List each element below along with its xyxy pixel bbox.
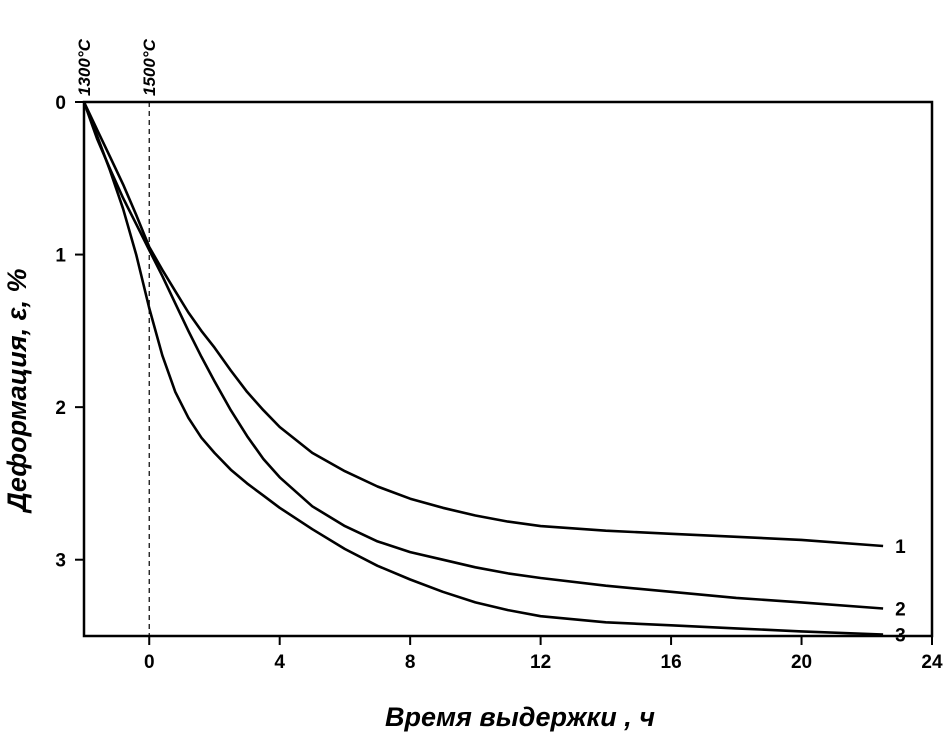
series-label-1: 1 xyxy=(895,537,906,558)
y-tick-label: 1 xyxy=(55,246,66,267)
series-label-3: 3 xyxy=(895,625,906,646)
x-tick-label: 20 xyxy=(791,652,812,673)
series-lines: 1 2 3 xyxy=(82,101,906,646)
temperature-label: 1300°C xyxy=(75,38,94,96)
x-tick-label: 8 xyxy=(405,652,416,673)
y-axis: 0 1 2 3 xyxy=(55,93,84,572)
x-tick-label: 0 xyxy=(144,652,155,673)
x-tick-label: 12 xyxy=(530,652,551,673)
series-line-2 xyxy=(82,101,884,610)
y-tick-label: 0 xyxy=(55,93,66,114)
y-tick-label: 2 xyxy=(55,398,66,419)
y-axis-title: Деформация, ε, % xyxy=(2,268,32,513)
y-tick-label: 3 xyxy=(55,551,66,572)
x-tick-label: 16 xyxy=(661,652,682,673)
series-line-3 xyxy=(82,101,884,636)
x-axis: 0 4 8 12 16 20 24 xyxy=(144,636,943,673)
x-axis-title: Время выдержки , ч xyxy=(385,702,655,732)
x-tick-label: 24 xyxy=(921,652,943,673)
x-tick-label: 4 xyxy=(274,652,285,673)
temperature-label: 1500°C xyxy=(140,38,159,96)
temperature-annotations: 1300°C 1500°C xyxy=(75,38,159,636)
series-label-2: 2 xyxy=(895,600,906,621)
plot-frame xyxy=(82,100,934,638)
series-line-1 xyxy=(82,101,884,548)
